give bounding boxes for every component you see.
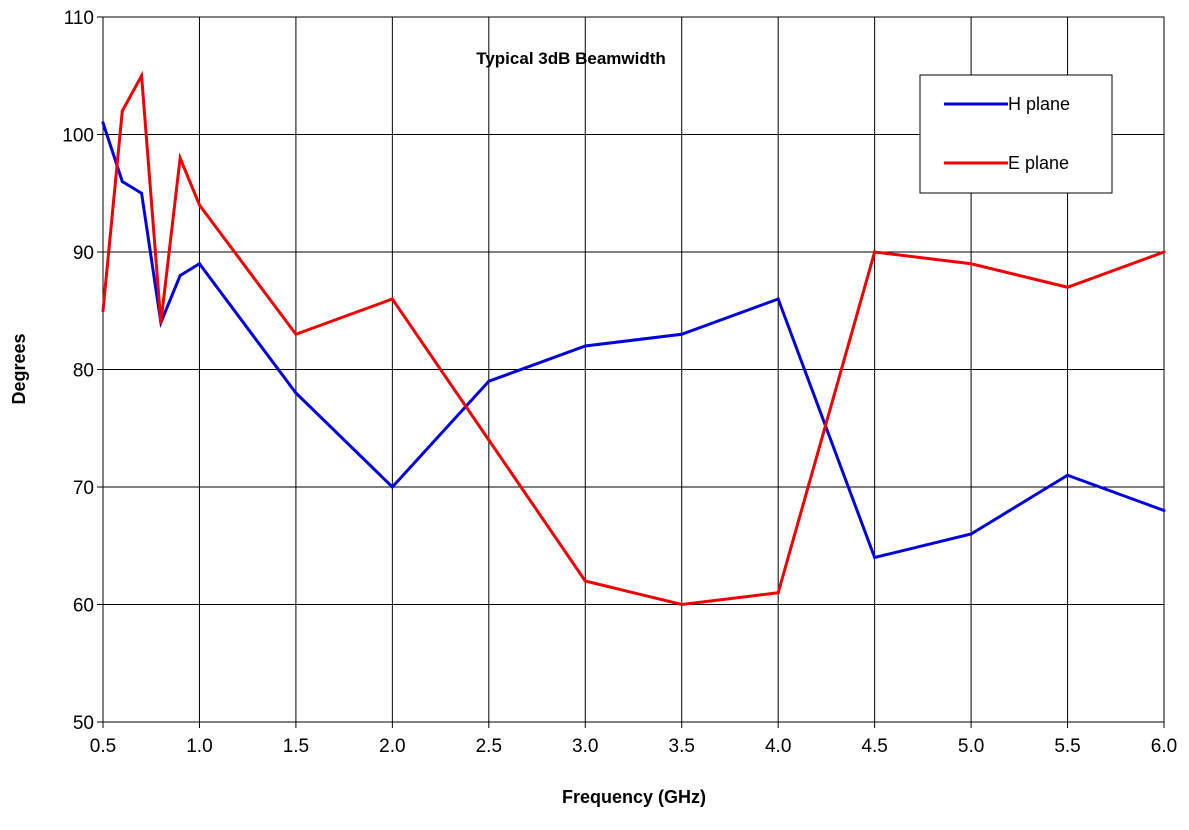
data-point-e-plane [294,332,298,336]
y-tick-label: 90 [73,243,94,264]
data-point-h-plane [120,180,124,183]
data-point-h-plane [583,344,587,348]
y-axis-title: Degrees [9,333,29,404]
data-point-e-plane [159,321,163,324]
data-point-e-plane [487,438,491,442]
x-tick-label: 3.0 [572,736,598,757]
data-point-h-plane [776,297,780,301]
data-point-e-plane [140,74,144,78]
series-line-h-plane [101,122,1165,560]
x-tick-label: 1.5 [283,736,309,757]
data-point-h-plane [294,391,298,395]
x-tick-label: 1.0 [186,736,212,757]
data-point-h-plane [390,485,394,489]
data-point-h-plane [873,556,877,559]
x-tick-label: 2.0 [379,736,405,757]
y-tick-label: 50 [73,713,94,734]
data-point-e-plane [1066,285,1070,289]
y-axis-ticks: 50 60 70 80 90 100 110 [62,8,103,734]
data-point-h-plane [197,262,201,266]
legend: H plane E plane [919,74,1113,194]
data-point-h-plane [178,274,182,277]
data-point-e-plane [197,203,201,207]
data-point-e-plane [390,297,394,301]
x-tick-label: 4.0 [765,736,791,757]
y-tick-label: 80 [73,361,94,382]
chart-title: Typical 3dB Beamwidth [476,49,666,68]
data-point-e-plane [776,591,780,595]
series-line-e-plane [101,70,1165,607]
y-tick-label: 100 [62,126,94,147]
data-point-h-plane [140,191,144,195]
data-point-e-plane [1162,250,1166,254]
data-point-h-plane [680,332,684,336]
data-point-e-plane [101,309,105,313]
data-point-e-plane [120,109,124,113]
x-axis-title: Frequency (GHz) [562,787,706,807]
x-tick-label: 5.5 [1054,736,1080,757]
data-point-h-plane [969,532,973,536]
x-tick-label: 2.5 [476,736,502,757]
y-tick-label: 70 [73,478,94,499]
data-point-e-plane [178,156,182,160]
y-tick-label: 60 [73,596,94,617]
x-tick-label: 5.0 [958,736,984,757]
x-tick-label: 4.5 [861,736,887,757]
x-axis-ticks: 0.5 1.0 1.5 2.0 2.5 3.0 3.5 4.0 4.5 5.0 5.5 6.0 [90,722,1177,757]
y-tick-label: 110 [64,8,94,29]
legend-label-e-plane: E plane [1008,153,1069,173]
series-layer [101,70,1166,607]
data-point-e-plane [583,579,587,583]
legend-label-h-plane: H plane [1008,94,1070,114]
x-tick-label: 6.0 [1151,736,1177,757]
data-point-e-plane [969,262,973,266]
data-point-h-plane [1066,473,1070,477]
x-tick-label: 3.5 [669,736,695,757]
x-tick-label: 0.5 [90,736,116,757]
data-point-h-plane [487,379,491,383]
data-point-e-plane [873,250,877,254]
data-point-e-plane [680,603,684,606]
legend-box [919,74,1113,194]
data-point-h-plane [1162,509,1166,512]
data-point-h-plane [101,121,105,125]
